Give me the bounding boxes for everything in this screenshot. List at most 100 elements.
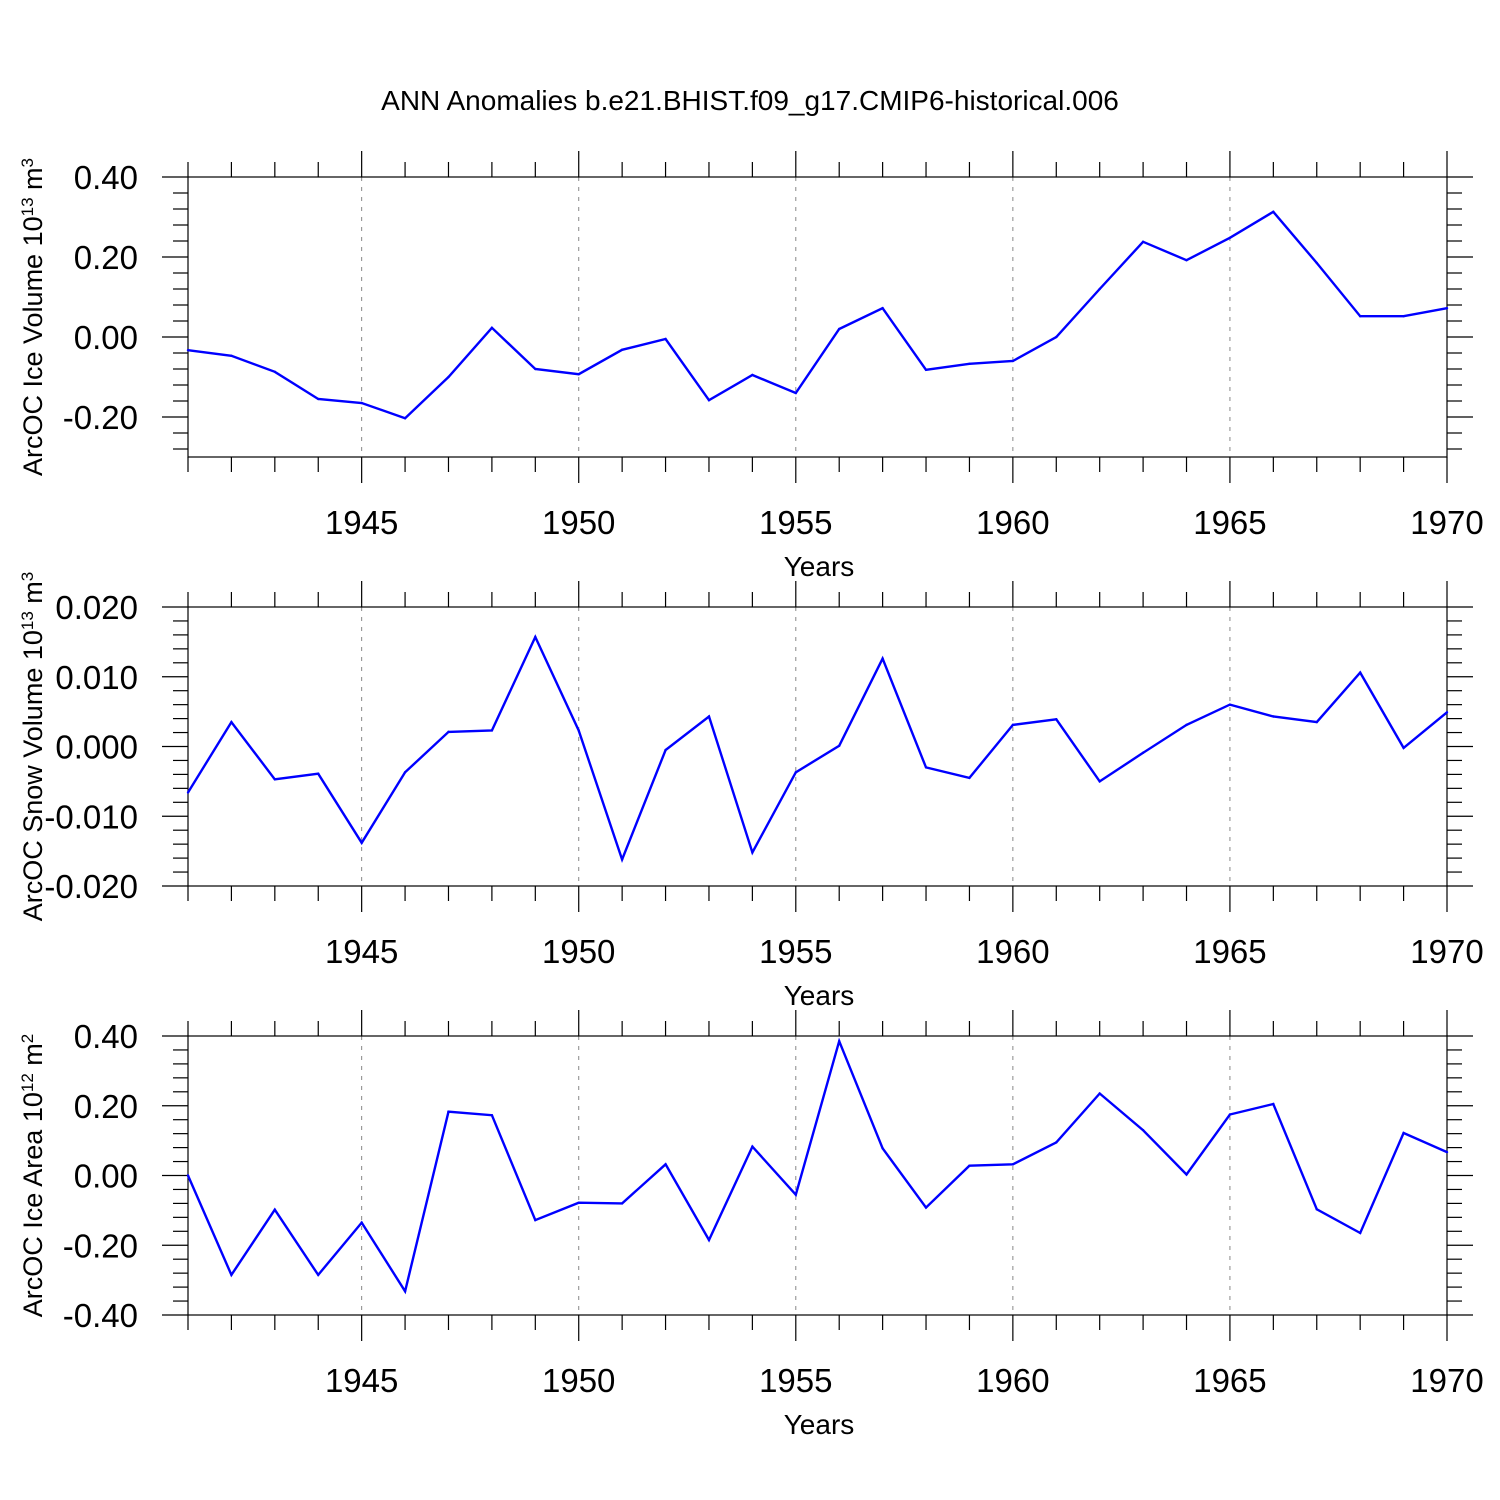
data-point-1945 [360, 841, 363, 844]
data-point-1964 [1185, 723, 1188, 727]
data-point-1968 [1358, 671, 1362, 674]
data-point-1970 [1445, 711, 1449, 714]
data-point-1965 [1228, 1113, 1232, 1116]
data-point-1954 [751, 373, 754, 377]
data-point-1959 [968, 362, 971, 365]
y-tick-label: -0.010 [44, 798, 138, 835]
y-tick-label: 0.00 [74, 1158, 138, 1195]
y-tick-label: -0.020 [44, 868, 138, 905]
y-tick-label: 0.40 [74, 1018, 138, 1055]
y-axis-label-exp1: 13 [18, 197, 37, 216]
x-tick-label: 1945 [325, 933, 398, 970]
data-point-1968 [1358, 1231, 1362, 1235]
x-tick-label: 1965 [1193, 1362, 1266, 1399]
series-line [186, 634, 1448, 863]
data-point-1953 [707, 1238, 711, 1242]
data-point-1955 [794, 771, 797, 774]
data-point-1944 [317, 397, 320, 401]
data-point-1942 [230, 1273, 233, 1277]
y-axis-label-exp2: 2 [18, 1034, 37, 1043]
data-point-1949 [534, 635, 537, 639]
data-point-1957 [881, 1147, 884, 1150]
y-axis-label-main: ArcOC Snow Volume 10 [18, 630, 48, 921]
data-point-1950 [577, 729, 580, 732]
data-point-1941 [186, 349, 190, 352]
y-tick-label: -0.20 [63, 1227, 138, 1264]
y-axis-label-exp1: 12 [18, 1073, 37, 1092]
data-point-1970 [1445, 1150, 1449, 1154]
data-point-1955 [794, 1193, 797, 1196]
plot-frame [187, 606, 1448, 887]
y-axis-label-main: ArcOC Ice Volume 10 [18, 216, 48, 476]
data-point-1947 [447, 730, 450, 734]
data-point-1966 [1272, 1102, 1275, 1106]
data-point-1947 [447, 375, 450, 379]
data-point-1941 [186, 1174, 190, 1177]
plot-frame [187, 1035, 1448, 1316]
data-point-1966 [1272, 210, 1275, 213]
data-point-1942 [230, 720, 233, 724]
data-point-1950 [577, 373, 580, 376]
y-axis-label-exp1: 13 [18, 611, 37, 630]
data-point-1962 [1098, 287, 1101, 291]
x-tick-label: 1970 [1410, 933, 1483, 970]
x-tick-label: 1960 [976, 933, 1049, 970]
data-point-1961 [1055, 718, 1058, 721]
data-point-1964 [1185, 1173, 1188, 1176]
data-point-1956 [838, 744, 841, 748]
data-point-1958 [924, 368, 928, 371]
x-tick-label: 1960 [976, 504, 1049, 541]
data-point-1961 [1055, 1141, 1058, 1144]
data-point-1946 [403, 1290, 407, 1293]
x-tick-label: 1960 [976, 1362, 1049, 1399]
data-point-1967 [1315, 261, 1318, 265]
data-point-1967 [1315, 1208, 1318, 1211]
data-point-1949 [534, 1218, 537, 1222]
data-point-1951 [620, 1202, 624, 1205]
x-tick-label: 1955 [759, 504, 832, 541]
y-axis-label-mid: m [18, 167, 48, 197]
x-tick-label: 1950 [542, 504, 615, 541]
y-tick-label: 0.00 [74, 319, 138, 356]
data-point-1945 [360, 401, 363, 405]
y-tick-label: 0.40 [74, 159, 138, 196]
data-point-1956 [838, 1040, 841, 1043]
data-point-1948 [490, 729, 494, 732]
panel-2: -0.020 -0.010 0.000 0.010 0.020 1945 1950 1955 1… [18, 572, 1484, 1011]
data-point-1953 [707, 715, 711, 718]
data-point-1961 [1055, 335, 1058, 339]
series-line [186, 1037, 1448, 1295]
data-point-1953 [707, 399, 711, 402]
data-point-1956 [838, 327, 841, 331]
y-axis-label-main: ArcOC Ice Area 10 [18, 1092, 48, 1317]
data-point-1955 [794, 391, 797, 395]
y-axis-label: ArcOC Snow Volume 1013 m3 [18, 572, 49, 922]
data-point-1967 [1315, 720, 1318, 724]
x-tick-label: 1950 [542, 1362, 615, 1399]
data-point-1944 [317, 772, 320, 775]
panels: -0.20 0.00 0.20 0.40 1945 1950 1955 1960 1965 197… [18, 151, 1484, 1440]
x-tick-label: 1945 [325, 1362, 398, 1399]
data-point-1965 [1228, 236, 1232, 239]
data-point-1951 [620, 858, 624, 861]
y-tick-label: -0.20 [63, 399, 138, 436]
data-point-1962 [1098, 780, 1101, 783]
data-point-1960 [1011, 359, 1015, 363]
data-point-1954 [751, 1145, 754, 1148]
x-axis-label: Years [784, 980, 855, 1011]
data-point-1969 [1402, 1131, 1405, 1135]
data-point-1944 [317, 1273, 320, 1277]
data-point-1969 [1402, 315, 1405, 318]
data-point-1942 [230, 354, 233, 357]
x-tick-label: 1955 [759, 1362, 832, 1399]
data-point-1947 [447, 1110, 450, 1113]
data-point-1958 [924, 766, 928, 769]
data-point-1941 [186, 791, 190, 794]
y-tick-label: 0.000 [55, 729, 138, 766]
data-point-1957 [881, 307, 884, 310]
y-tick-label: -0.40 [63, 1297, 138, 1334]
data-point-1952 [664, 337, 667, 341]
data-point-1968 [1358, 315, 1362, 318]
data-point-1963 [1141, 751, 1145, 754]
data-point-1949 [534, 367, 537, 371]
